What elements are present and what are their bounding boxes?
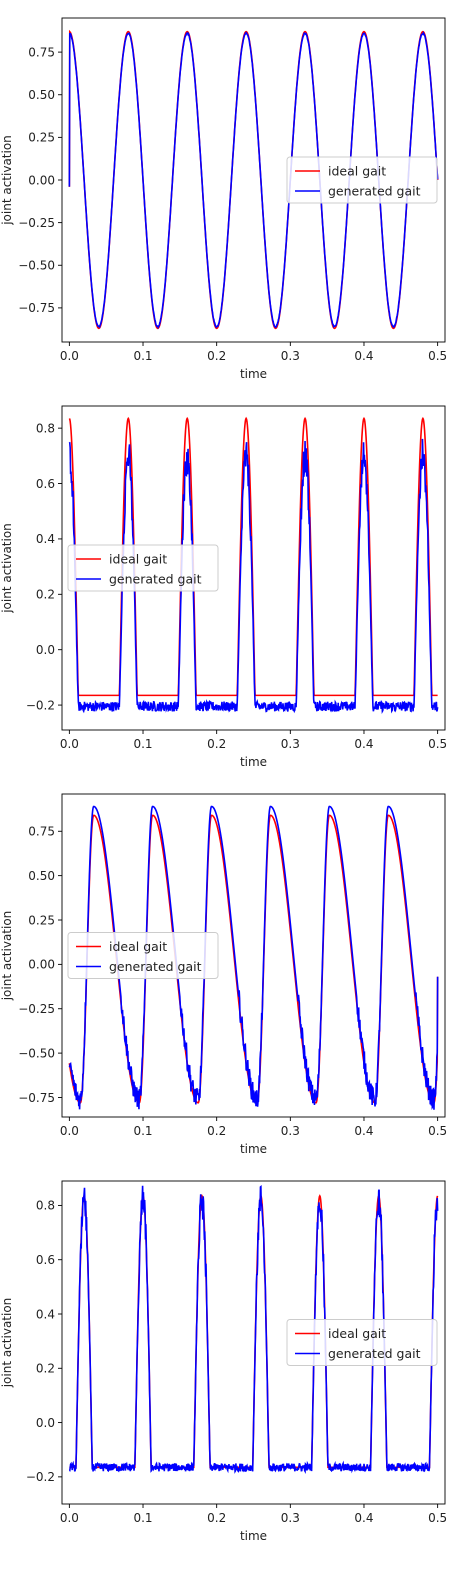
x-axis-label: time xyxy=(240,755,267,769)
legend: ideal gait generated gait xyxy=(67,544,219,592)
y-tick-label: 0.50 xyxy=(28,88,55,102)
y-tick-label: −0.50 xyxy=(18,259,55,273)
y-tick-label: 0.6 xyxy=(36,477,55,491)
y-axis-label: joint activation xyxy=(0,911,14,1002)
y-tick-label: −0.75 xyxy=(18,1091,55,1105)
x-tick-label: 0.4 xyxy=(354,1511,373,1525)
x-tick-label: 0.2 xyxy=(207,1124,226,1138)
y-tick-label: 0.75 xyxy=(28,45,55,59)
x-tick-label: 0.1 xyxy=(133,737,152,751)
chart-panel-2: 0.0 0.1 0.2 0.3 0.4 0.5 −0.2 0.0 0.2 0.4 0.6 0.8 tim… xyxy=(0,405,447,769)
legend-box xyxy=(286,1319,438,1366)
legend-label: ideal gait xyxy=(109,939,167,954)
x-tick-label: 0.2 xyxy=(207,737,226,751)
x-tick-label: 0.4 xyxy=(354,737,373,751)
legend-box xyxy=(67,544,219,592)
x-tick-label: 0.5 xyxy=(428,1511,447,1525)
y-tick-label: −0.25 xyxy=(18,216,55,230)
x-tick-label: 0.4 xyxy=(354,349,373,363)
legend: ideal gait generated gait xyxy=(67,932,219,979)
y-tick-label: 0.2 xyxy=(36,1362,55,1376)
y-tick-label: 0.00 xyxy=(28,958,55,972)
x-tick-label: 0.4 xyxy=(354,1124,373,1138)
legend-label: generated gait xyxy=(328,1346,421,1361)
y-tick-label: 0.25 xyxy=(28,913,55,927)
y-tick-label: −0.2 xyxy=(26,698,55,712)
y-tick-label: −0.50 xyxy=(18,1046,55,1060)
x-tick-label: 0.0 xyxy=(60,1511,79,1525)
x-tick-label: 0.1 xyxy=(133,1511,152,1525)
y-tick-label: 0.8 xyxy=(36,1199,55,1213)
y-tick-label: 0.8 xyxy=(36,421,55,435)
x-tick-label: 0.3 xyxy=(281,737,300,751)
chart-panel-4: 0.0 0.1 0.2 0.3 0.4 0.5 −0.2 0.0 0.2 0.4 0.6 0.8 tim… xyxy=(0,1180,447,1543)
x-tick-label: 0.2 xyxy=(207,1511,226,1525)
series-line-generated-gait xyxy=(68,1185,439,1475)
chart-panel-1: 0.0 0.1 0.2 0.3 0.4 0.5 −0.75 −0.50 −0.25 0.00 0.2… xyxy=(0,17,447,381)
legend: ideal gait generated gait xyxy=(286,1319,438,1366)
legend-box xyxy=(286,156,438,204)
y-tick-label: 0.4 xyxy=(36,532,55,546)
x-tick-label: 0.3 xyxy=(281,1124,300,1138)
x-axis-label: time xyxy=(240,1142,267,1156)
legend: ideal gait generated gait xyxy=(286,156,438,204)
legend-label: generated gait xyxy=(109,572,202,587)
series-line-generated-gait xyxy=(68,30,439,330)
plot-frame xyxy=(61,1180,446,1505)
legend-box xyxy=(67,932,219,979)
legend-label: generated gait xyxy=(328,184,421,199)
y-tick-label: −0.2 xyxy=(26,1470,55,1484)
y-tick-label: 0.0 xyxy=(36,643,55,657)
y-axis-label: joint activation xyxy=(0,1298,14,1389)
chart-panel-3: 0.0 0.1 0.2 0.3 0.4 0.5 −0.75 −0.50 −0.25 0.00 0.2… xyxy=(0,793,447,1156)
plot-frame xyxy=(61,793,446,1118)
x-tick-label: 0.0 xyxy=(60,349,79,363)
x-tick-label: 0.0 xyxy=(60,1124,79,1138)
x-axis-label: time xyxy=(240,1529,267,1543)
x-axis-label: time xyxy=(240,367,267,381)
legend-label: ideal gait xyxy=(328,164,386,179)
y-axis-label: joint activation xyxy=(0,135,14,226)
x-tick-label: 0.3 xyxy=(281,349,300,363)
y-tick-label: −0.75 xyxy=(18,301,55,315)
plot-frame xyxy=(61,405,446,731)
y-tick-label: 0.50 xyxy=(28,869,55,883)
x-tick-label: 0.2 xyxy=(207,349,226,363)
x-tick-label: 0.1 xyxy=(133,1124,152,1138)
x-tick-label: 0.5 xyxy=(428,737,447,751)
x-tick-label: 0.3 xyxy=(281,1511,300,1525)
y-tick-label: 0.75 xyxy=(28,825,55,839)
y-tick-label: −0.25 xyxy=(18,1002,55,1016)
series-line-generated-gait xyxy=(68,805,439,1110)
y-tick-label: 0.25 xyxy=(28,131,55,145)
x-tick-label: 0.1 xyxy=(133,349,152,363)
x-tick-label: 0.5 xyxy=(428,1124,447,1138)
y-tick-label: 0.00 xyxy=(28,173,55,187)
series-line-generated-gait xyxy=(68,438,439,715)
legend-label: generated gait xyxy=(109,959,202,974)
x-tick-label: 0.5 xyxy=(428,349,447,363)
y-tick-label: 0.4 xyxy=(36,1307,55,1321)
x-tick-label: 0.0 xyxy=(60,737,79,751)
legend-label: ideal gait xyxy=(109,552,167,567)
y-axis-label: joint activation xyxy=(0,523,14,614)
legend-label: ideal gait xyxy=(328,1326,386,1341)
y-tick-label: 0.2 xyxy=(36,588,55,602)
y-tick-label: 0.0 xyxy=(36,1416,55,1430)
y-tick-label: 0.6 xyxy=(36,1253,55,1267)
